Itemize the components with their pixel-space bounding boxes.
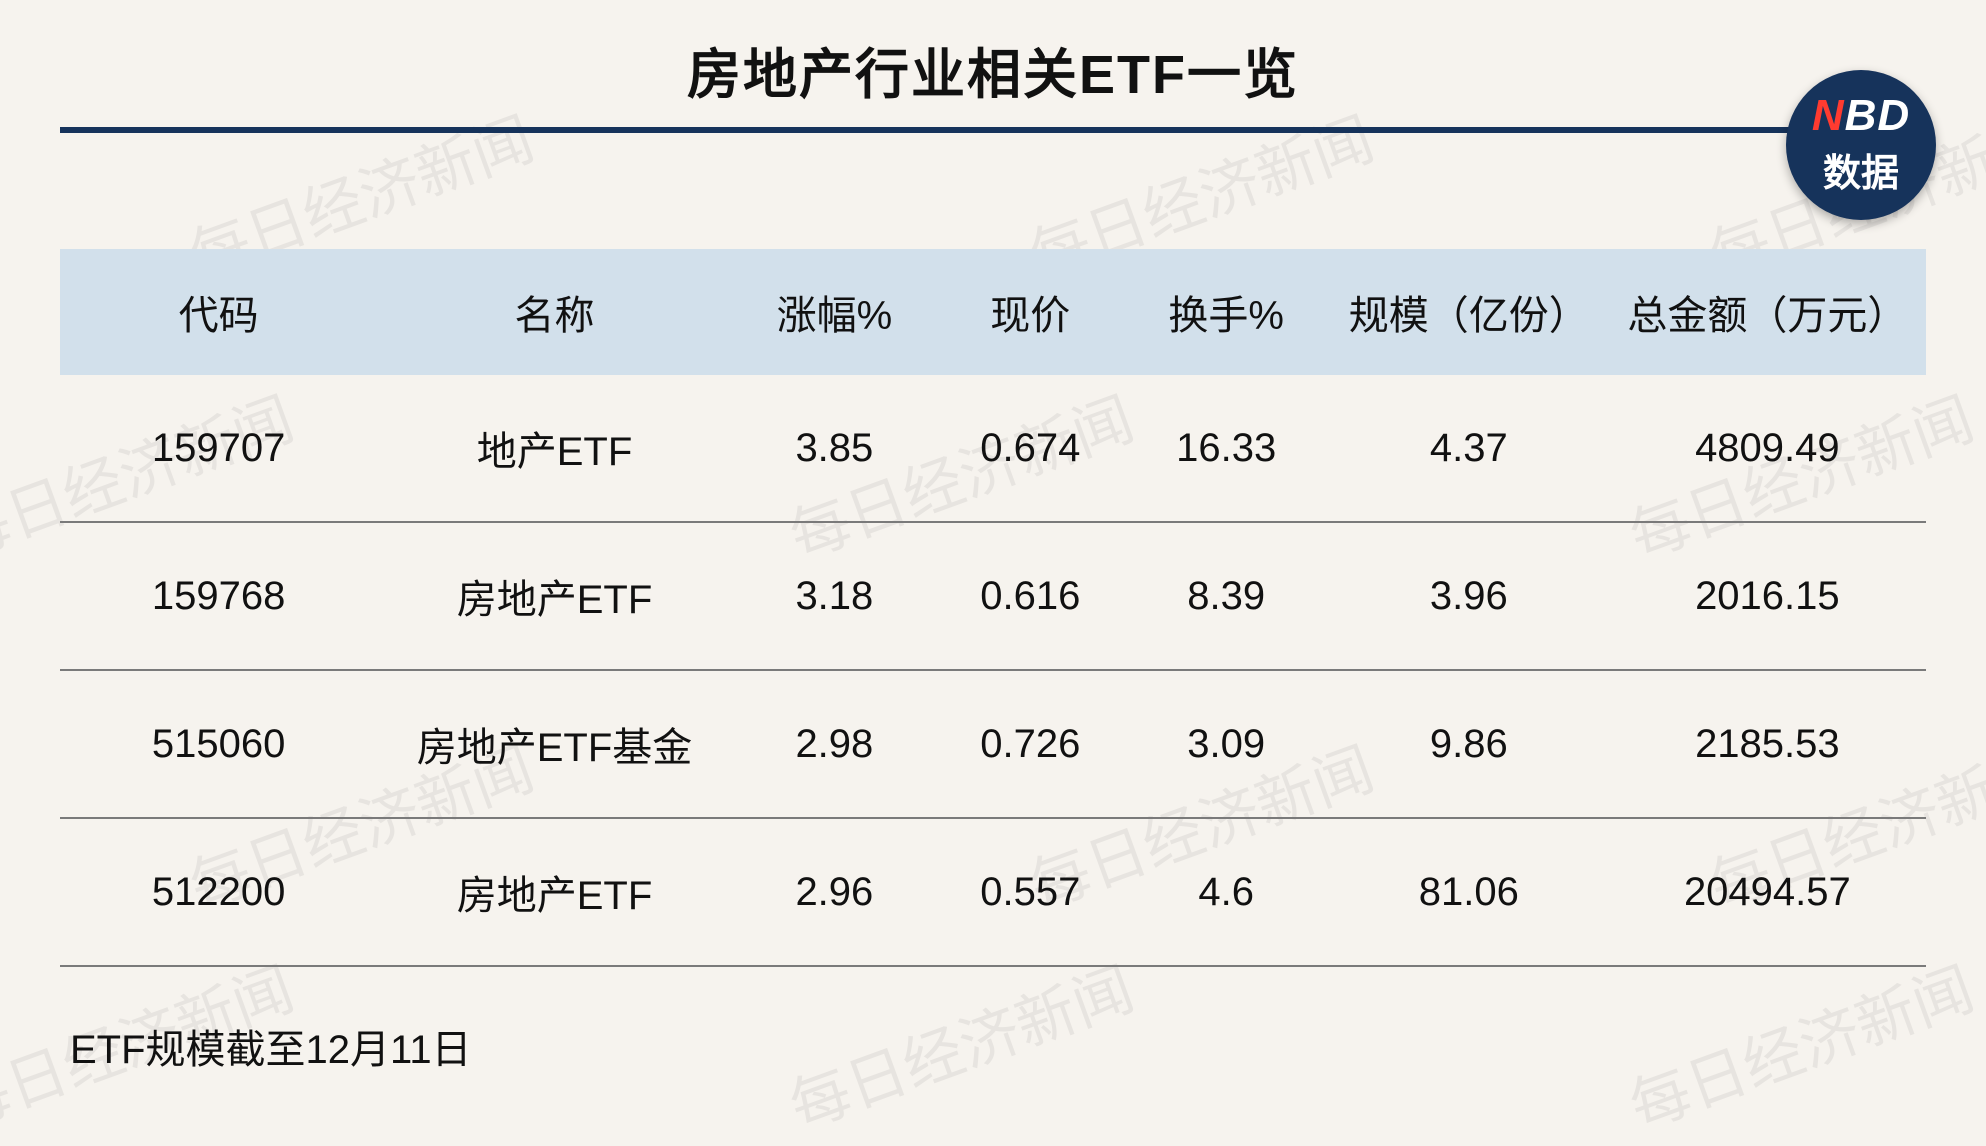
cell-scale: 4.37 xyxy=(1329,375,1609,522)
cell-change: 2.96 xyxy=(732,818,937,966)
cell-turn: 8.39 xyxy=(1124,522,1329,670)
cell-amount: 2016.15 xyxy=(1609,522,1926,670)
cell-code: 515060 xyxy=(60,670,377,818)
page: 每日经济新闻 每日经济新闻 每日经济新闻 每日经济新闻 每日经济新闻 每日经济新… xyxy=(0,0,1986,1080)
cell-name: 房地产ETF xyxy=(377,818,732,966)
badge-top: NBD xyxy=(1812,94,1910,138)
cell-code: 159768 xyxy=(60,522,377,670)
cell-name: 房地产ETF xyxy=(377,522,732,670)
col-code: 代码 xyxy=(60,249,377,375)
cell-scale: 81.06 xyxy=(1329,818,1609,966)
cell-price: 0.674 xyxy=(937,375,1124,522)
badge-sub: 数据 xyxy=(1823,142,1899,197)
header: 房地产行业相关ETF一览 NBD 数据 xyxy=(60,30,1926,149)
cell-change: 2.98 xyxy=(732,670,937,818)
cell-scale: 9.86 xyxy=(1329,670,1609,818)
cell-amount: 20494.57 xyxy=(1609,818,1926,966)
table-row: 159768 房地产ETF 3.18 0.616 8.39 3.96 2016.… xyxy=(60,522,1926,670)
col-price: 现价 xyxy=(937,249,1124,375)
col-scale: 规模（亿份） xyxy=(1329,249,1609,375)
cell-price: 0.616 xyxy=(937,522,1124,670)
table-header-row: 代码 名称 涨幅% 现价 换手% 规模（亿份） 总金额（万元） xyxy=(60,249,1926,375)
table-row: 515060 房地产ETF基金 2.98 0.726 3.09 9.86 218… xyxy=(60,670,1926,818)
cell-turn: 4.6 xyxy=(1124,818,1329,966)
cell-name: 房地产ETF基金 xyxy=(377,670,732,818)
table-row: 159707 地产ETF 3.85 0.674 16.33 4.37 4809.… xyxy=(60,375,1926,522)
content: 房地产行业相关ETF一览 NBD 数据 代码 名称 涨幅% xyxy=(60,30,1926,1075)
cell-name: 地产ETF xyxy=(377,375,732,522)
col-amount: 总金额（万元） xyxy=(1609,249,1926,375)
footnote: ETF规模截至12月11日 xyxy=(70,1017,1926,1075)
cell-change: 3.18 xyxy=(732,522,937,670)
badge-n: N xyxy=(1812,91,1845,140)
etf-table: 代码 名称 涨幅% 现价 换手% 规模（亿份） 总金额（万元） 159707 地… xyxy=(60,249,1926,967)
col-turn: 换手% xyxy=(1124,249,1329,375)
page-title: 房地产行业相关ETF一览 xyxy=(60,30,1926,127)
table-row: 512200 房地产ETF 2.96 0.557 4.6 81.06 20494… xyxy=(60,818,1926,966)
title-rule xyxy=(60,127,1926,133)
cell-change: 3.85 xyxy=(732,375,937,522)
cell-price: 0.726 xyxy=(937,670,1124,818)
col-change: 涨幅% xyxy=(732,249,937,375)
badge-bd: BD xyxy=(1845,91,1911,140)
cell-amount: 4809.49 xyxy=(1609,375,1926,522)
cell-turn: 16.33 xyxy=(1124,375,1329,522)
cell-amount: 2185.53 xyxy=(1609,670,1926,818)
nbd-badge: NBD 数据 xyxy=(1786,70,1936,220)
cell-price: 0.557 xyxy=(937,818,1124,966)
col-name: 名称 xyxy=(377,249,732,375)
cell-turn: 3.09 xyxy=(1124,670,1329,818)
cell-code: 159707 xyxy=(60,375,377,522)
cell-code: 512200 xyxy=(60,818,377,966)
etf-table-wrap: 代码 名称 涨幅% 现价 换手% 规模（亿份） 总金额（万元） 159707 地… xyxy=(60,249,1926,967)
cell-scale: 3.96 xyxy=(1329,522,1609,670)
